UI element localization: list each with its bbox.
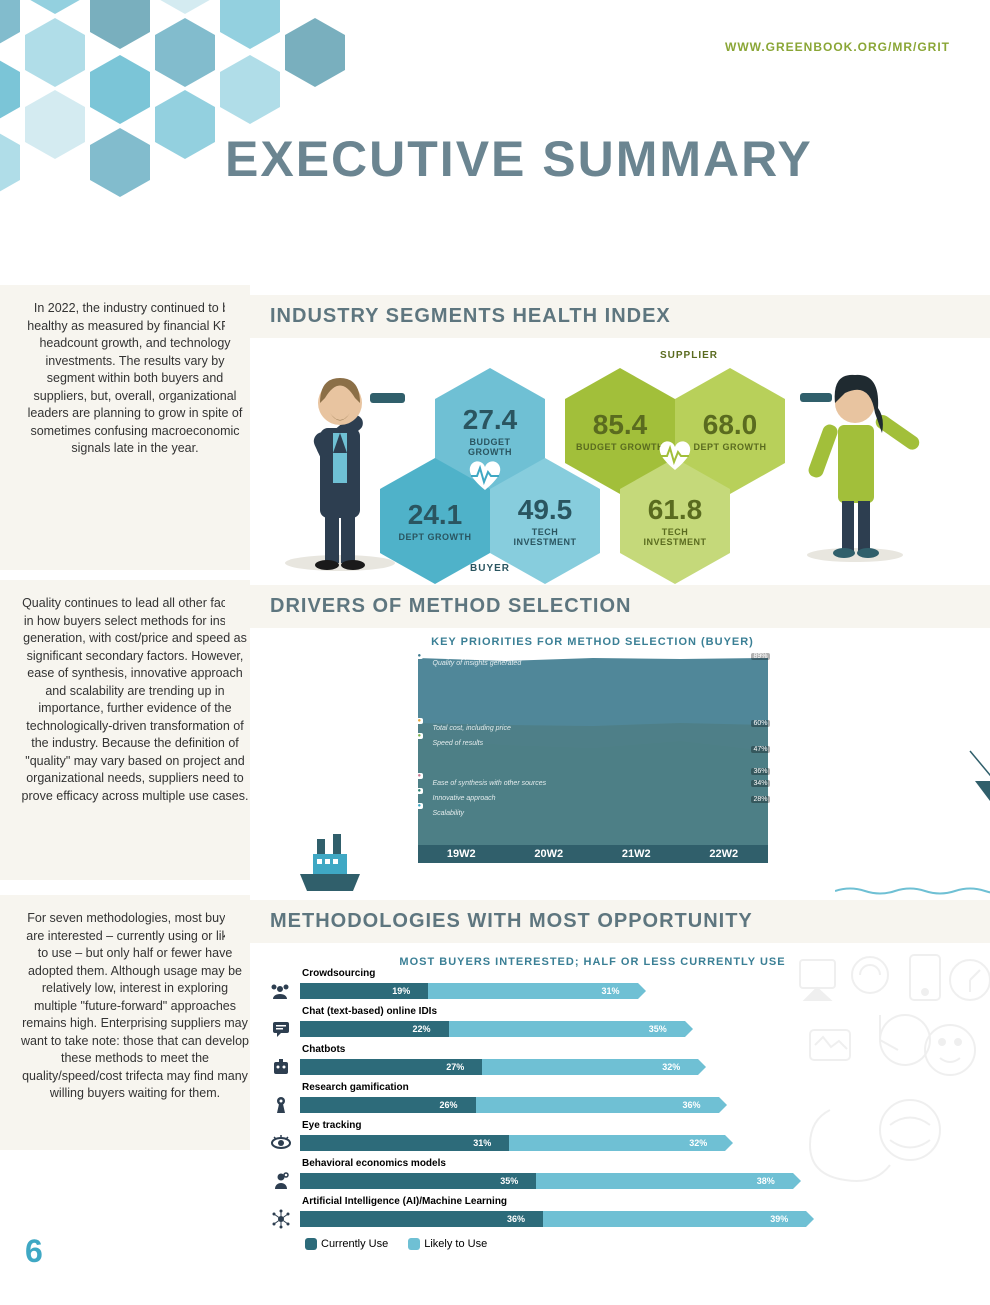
behav-icon: [270, 1170, 292, 1192]
ship-right-illustration: [965, 736, 990, 811]
drivers-area-chart: 19W2 20W2 21W2 22W2 Quality of insights gen…: [418, 653, 768, 863]
ai-icon: [270, 1208, 292, 1230]
health-index-section: INDUSTRY SEGMENTS HEALTH INDEX 27.4 BUDG…: [270, 295, 915, 573]
page-number: 6: [25, 1233, 43, 1270]
series-label: Ease of synthesis with other sources: [433, 780, 547, 787]
game-icon: [270, 1094, 292, 1116]
x-axis-label: 22W2: [709, 848, 738, 860]
health-hex: 61.8 TECHINVESTMENT: [620, 458, 730, 584]
buyer-heart-icon: [465, 458, 505, 494]
side-text-2: For seven methodologies, most buyers are…: [20, 910, 250, 1103]
bar-likely-use: 39%: [543, 1211, 806, 1227]
bar-likely-use: 31%: [428, 983, 637, 999]
method-label: Research gamification: [302, 1082, 409, 1093]
ship-left-illustration: [295, 829, 365, 894]
series-end-value: 47%: [751, 746, 769, 753]
method-label: Chat (text-based) online IDIs: [302, 1006, 437, 1017]
series-label: Total cost, including price: [433, 725, 511, 732]
buyer-role-label: BUYER: [470, 563, 510, 574]
series-label: Speed of results: [433, 740, 484, 747]
drivers-section-title: DRIVERS OF METHOD SELECTION: [225, 585, 990, 628]
bar-likely-use: 32%: [482, 1059, 698, 1075]
series-label: Quality of insights generated: [433, 660, 522, 667]
bar-currently-use: 27%: [300, 1059, 482, 1075]
method-label: Behavioral economics models: [302, 1158, 446, 1169]
legend-use-label: Currently Use: [321, 1238, 388, 1250]
series-label: Innovative approach: [433, 795, 496, 802]
chat-icon: [270, 1018, 292, 1040]
supplier-role-label: SUPPLIER: [660, 350, 718, 361]
decorative-hexagons: [0, 0, 400, 240]
bar-currently-use: 22%: [300, 1021, 449, 1037]
bar-currently-use: 19%: [300, 983, 428, 999]
drivers-chart-title: KEY PRIORITIES FOR METHOD SELECTION (BUY…: [270, 636, 915, 648]
series-end-value: 89%: [751, 653, 769, 660]
bar-likely-use: 32%: [509, 1135, 725, 1151]
method-label: Chatbots: [302, 1044, 345, 1055]
side-text-1: Quality continues to lead all other fact…: [20, 595, 250, 805]
crowd-icon: [270, 980, 292, 1002]
x-axis-label: 20W2: [534, 848, 563, 860]
x-axis-label: 19W2: [447, 848, 476, 860]
supplier-heart-icon: [655, 438, 695, 474]
series-label: Scalability: [433, 810, 465, 817]
drivers-x-axis: 19W2 20W2 21W2 22W2: [418, 845, 768, 863]
bar-likely-use: 36%: [476, 1097, 719, 1113]
water-line: [835, 886, 990, 896]
bar-currently-use: 26%: [300, 1097, 476, 1113]
bar-likely-use: 38%: [536, 1173, 793, 1189]
bar-currently-use: 31%: [300, 1135, 509, 1151]
bar-likely-use: 35%: [449, 1021, 685, 1037]
method-label: Crowdsourcing: [302, 968, 375, 979]
series-end-value: 28%: [751, 796, 769, 803]
drivers-section: DRIVERS OF METHOD SELECTION KEY PRIORITI…: [270, 585, 915, 896]
method-row: Artificial Intelligence (AI)/Machine Lea…: [270, 1208, 915, 1230]
method-label: Eye tracking: [302, 1120, 361, 1131]
eye-icon: [270, 1132, 292, 1154]
health-section-title: INDUSTRY SEGMENTS HEALTH INDEX: [225, 295, 990, 338]
bar-currently-use: 35%: [300, 1173, 536, 1189]
side-text-0: In 2022, the industry continued to be he…: [20, 300, 250, 458]
series-end-value: 36%: [751, 768, 769, 775]
method-label: Artificial Intelligence (AI)/Machine Lea…: [302, 1196, 507, 1207]
url-link[interactable]: WWW.GREENBOOK.ORG/MR/GRIT: [725, 40, 950, 54]
legend-likely-label: Likely to Use: [424, 1238, 487, 1250]
series-end-value: 60%: [751, 720, 769, 727]
methods-legend: Currently Use Likely to Use: [305, 1238, 915, 1250]
bar-currently-use: 36%: [300, 1211, 543, 1227]
supplier-person-illustration: [790, 363, 920, 563]
series-end-value: 34%: [751, 780, 769, 787]
page-title: EXECUTIVE SUMMARY: [225, 130, 813, 188]
decorative-tech-icons: [790, 950, 990, 1200]
methods-section-title: METHODOLOGIES WITH MOST OPPORTUNITY: [225, 900, 990, 943]
x-axis-label: 21W2: [622, 848, 651, 860]
bot-icon: [270, 1056, 292, 1078]
